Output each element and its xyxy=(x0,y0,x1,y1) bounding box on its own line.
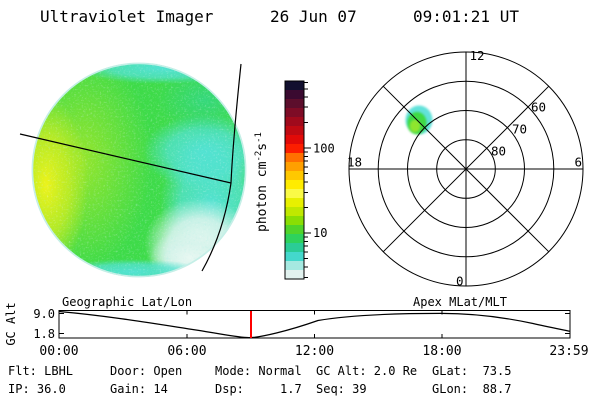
status-flt: Flt: LBHL xyxy=(8,364,74,378)
colorbar-tick-100: 100 xyxy=(313,142,335,156)
colorbar-band xyxy=(285,162,304,172)
colorbar-title-main: photon cm xyxy=(255,161,270,232)
colorbar-band xyxy=(285,126,304,136)
disk-image xyxy=(19,62,247,278)
caption-geographic: Geographic Lat/Lon xyxy=(62,295,192,309)
xtick-1200: 12:00 xyxy=(295,344,334,359)
time-label: 09:01:21 UT xyxy=(413,7,519,26)
status-seq: Seq: 39 xyxy=(316,382,367,396)
disk-gridline-meridian xyxy=(201,63,242,272)
colorbar-border xyxy=(284,80,305,280)
colorbar-band xyxy=(285,243,304,253)
time-axis-labels: 00:00 06:00 12:00 18:00 23:59 xyxy=(39,344,588,359)
colorbar: 100 10 photon cm-2s-1 xyxy=(254,80,335,280)
colorbar-title-s: s xyxy=(255,143,270,151)
ytick-1-8: 1.8 xyxy=(33,327,55,341)
mlat-label-70: 70 xyxy=(512,122,527,137)
polar-labels: 12 18 6 0 80 70 60 xyxy=(347,48,582,289)
colorbar-band xyxy=(285,234,304,244)
colorbar-band xyxy=(285,216,304,226)
polar-grid xyxy=(348,51,584,287)
colorbar-band xyxy=(285,189,304,199)
date-label: 26 Jun 07 xyxy=(270,7,357,26)
status-door: Door: Open xyxy=(110,364,183,378)
colorbar-title-sup1: -2 xyxy=(254,151,264,162)
colorbar-band xyxy=(285,135,304,145)
mlt-label-18: 18 xyxy=(347,155,362,170)
status-gcalt: GC Alt: 2.0 Re xyxy=(316,364,418,378)
gc-alt-curve xyxy=(58,310,571,339)
xtick-0600: 06:00 xyxy=(167,344,206,359)
mlt-label-12: 12 xyxy=(470,48,485,63)
colorbar-band xyxy=(285,81,304,91)
colorbar-band xyxy=(285,99,304,109)
colorbar-tick-10: 10 xyxy=(313,226,327,240)
status-dsp: Dsp: 1.7 xyxy=(215,382,302,396)
colorbar-band xyxy=(285,108,304,118)
xtick-2359: 23:59 xyxy=(549,344,588,359)
colorbar-band xyxy=(285,90,304,100)
xtick-1800: 18:00 xyxy=(422,344,461,359)
colorbar-band xyxy=(285,225,304,235)
colorbar-band xyxy=(285,117,304,127)
page-title: Ultraviolet Imager xyxy=(40,7,214,26)
colorbar-band xyxy=(285,207,304,217)
mlt-label-6: 6 xyxy=(575,155,583,170)
colorbar-ticks xyxy=(304,82,311,278)
orbit-panel: Geographic Lat/Lon Apex MLat/MLT 9.0 1.8… xyxy=(4,295,589,359)
colorbar-title-sup2: -1 xyxy=(254,132,264,143)
colorbar-band xyxy=(285,261,304,271)
ytick-9: 9.0 xyxy=(33,307,55,321)
status-glat: GLat: 73.5 xyxy=(432,364,512,378)
colorbar-band xyxy=(285,180,304,190)
status-ip: IP: 36.0 xyxy=(8,382,66,396)
polar-plot: 12 18 6 0 80 70 60 xyxy=(347,48,584,289)
caption-apex: Apex MLat/MLT xyxy=(413,295,507,309)
colorbar-band xyxy=(285,198,304,208)
disk-rim xyxy=(31,62,247,278)
mlt-label-0: 0 xyxy=(456,274,464,289)
colorbar-bands xyxy=(285,81,304,280)
disk-gridline-horizontal xyxy=(19,133,232,184)
orbit-axis-ticks xyxy=(59,310,570,338)
colorbar-band xyxy=(285,270,304,280)
colorbar-band xyxy=(285,252,304,262)
xtick-0000: 00:00 xyxy=(39,344,78,359)
status-mode: Mode: Normal xyxy=(215,364,302,378)
gc-alt-axis-label: GC Alt xyxy=(4,302,18,345)
colorbar-band xyxy=(285,171,304,181)
colorbar-band xyxy=(285,153,304,163)
mlat-label-80: 80 xyxy=(491,144,506,159)
status-glon: GLon: 88.7 xyxy=(432,382,512,396)
orbit-box xyxy=(58,310,571,339)
auroral-blob xyxy=(405,105,433,135)
colorbar-title: photon cm-2s-1 xyxy=(254,132,270,232)
status-gain: Gain: 14 xyxy=(110,382,168,396)
colorbar-band xyxy=(285,144,304,154)
mlat-label-60: 60 xyxy=(531,100,546,115)
